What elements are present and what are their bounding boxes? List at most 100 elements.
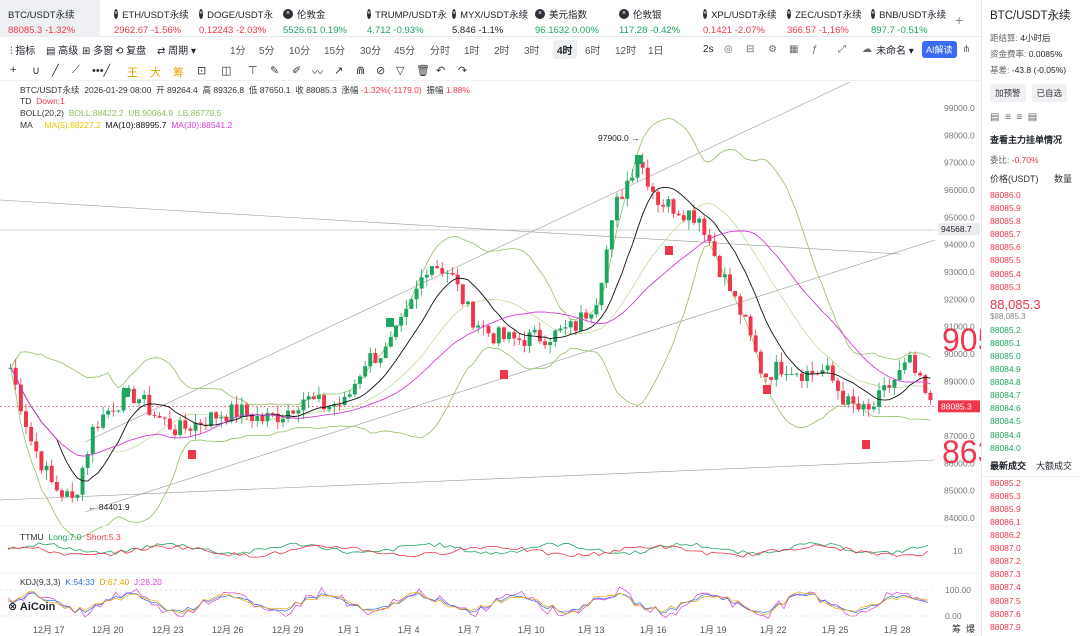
ticker-10[interactable]: × BNB/USDT永续 897.7 -0.51% — [857, 0, 946, 37]
text-tool-icon[interactable]: ⊤ — [248, 65, 258, 77]
trade-row[interactable]: 88086.1 — [990, 516, 1021, 527]
chou-footer[interactable]: 筹 — [952, 624, 962, 634]
trash-icon[interactable]: 🗑 — [416, 65, 430, 77]
ask-row[interactable]: 88085.7 — [990, 229, 1021, 240]
trade-row[interactable]: 88087.5 — [990, 595, 1021, 606]
trade-row[interactable]: 88087.9 — [990, 621, 1021, 632]
ticker-4[interactable]: × TRUMP/USDT永 4.712 -0.93% — [353, 0, 447, 37]
bid-row[interactable]: 88084.4 — [990, 429, 1021, 440]
ticker-8[interactable]: × XPL/USDT永续 0.1421 -2.07% — [689, 0, 777, 37]
settings-icon[interactable]: ⚙ — [768, 43, 777, 55]
wave-icon[interactable]: 〰 — [312, 67, 323, 79]
trade-row[interactable]: 88085.9 — [990, 503, 1021, 514]
dotted-line-icon[interactable]: •••╱ — [92, 65, 111, 77]
ticker-3[interactable]: × 伦敦金 5526.61 0.19% — [269, 0, 353, 37]
bid-row[interactable]: 88084.8 — [990, 377, 1021, 388]
share-icon[interactable]: ⋔ — [962, 43, 971, 55]
bao-footer[interactable]: 爆 — [966, 624, 976, 634]
trade-row[interactable]: 88087.2 — [990, 556, 1021, 567]
camera-icon[interactable]: ◎ — [724, 43, 733, 55]
trade-row[interactable]: 88087.4 — [990, 582, 1021, 593]
ask-row[interactable]: 88085.3 — [990, 281, 1021, 292]
ray-tool-icon[interactable]: ⟋ — [72, 64, 80, 76]
indicator-button[interactable]: ⫶ 指标 — [10, 45, 36, 57]
trade-row[interactable]: 88088.0 — [982, 634, 1080, 636]
filter-icon[interactable]: ▽ — [396, 65, 405, 77]
measure-icon[interactable]: ◫ — [221, 65, 232, 77]
refresh-interval[interactable]: 2s — [703, 43, 714, 55]
ticker-1[interactable]: × ETH/USDT永续 2962.67 -1.56% — [100, 0, 189, 37]
bid-row[interactable]: 88084.7 — [990, 390, 1021, 401]
timeframe-分时[interactable]: 分时 — [430, 46, 450, 57]
timeframe-2时[interactable]: 2时 — [494, 46, 510, 57]
add-ticker-icon[interactable]: + — [955, 12, 964, 28]
ask-row[interactable]: 88085.8 — [990, 216, 1021, 227]
line-tool-icon[interactable]: ╱ — [52, 65, 59, 77]
trade-row[interactable]: 88087.3 — [990, 569, 1021, 580]
redo-icon[interactable]: ↷ — [458, 65, 468, 77]
trade-row[interactable]: 88087.6 — [990, 608, 1021, 619]
tab-latest-trades[interactable]: 最新成交 — [990, 460, 1027, 471]
timeframe-5分[interactable]: 5分 — [259, 46, 275, 57]
ask-row[interactable]: 88086.0 — [990, 190, 1021, 200]
trade-row[interactable]: 88085.2 — [990, 477, 1021, 488]
advanced-button[interactable]: ▤ 高级 — [46, 45, 79, 57]
multi-window-button[interactable]: ⊞ 多窗 — [82, 45, 114, 57]
ask-row[interactable]: 88085.4 — [990, 268, 1021, 279]
layout-name-select[interactable]: 未命名 ▾ — [876, 45, 914, 57]
tab-big-trades[interactable]: 大额成交 — [1036, 460, 1073, 471]
timeframe-6时[interactable]: 6时 — [585, 46, 601, 57]
ticker-9[interactable]: × ZEC/USDT永续 366.57 -1.16% — [773, 0, 862, 37]
ticker-6[interactable]: × 美元指数 96.1632 0.00% — [521, 0, 605, 37]
da-tool[interactable]: 大 — [150, 67, 161, 79]
period-select[interactable]: ⇄ 周期 ▾ — [157, 45, 196, 57]
watchlist-button[interactable]: 已自选 — [1031, 84, 1068, 102]
timeframe-4时[interactable]: 4时 — [553, 40, 577, 59]
orderbook-mode-icons[interactable]: ▤ ≡ ≡ ▤ — [990, 112, 1038, 123]
ticker-2[interactable]: × DOGE/USDT永 0.12243 -2.03% — [185, 0, 273, 37]
crosshair-icon[interactable]: + — [10, 64, 17, 76]
order-book-link[interactable]: 查看主力挂单情况 — [990, 135, 1063, 145]
indicator-icon[interactable]: ƒ — [812, 43, 818, 55]
timeframe-1时[interactable]: 1时 — [464, 46, 480, 57]
pen-icon[interactable]: ✐ — [292, 65, 302, 77]
bid-row[interactable]: 88084.0 — [990, 442, 1021, 453]
fullscreen-icon[interactable]: ⤢ — [838, 43, 846, 55]
bid-row[interactable]: 88084.5 — [990, 416, 1021, 427]
lock-icon[interactable]: ⊘ — [376, 65, 386, 77]
timeframe-15分[interactable]: 15分 — [324, 46, 346, 57]
timeframe-1分[interactable]: 1分 — [230, 46, 246, 57]
replay-button[interactable]: ⟲ 复盘 — [115, 45, 147, 57]
bid-row[interactable]: 88085.2 — [990, 324, 1021, 335]
ticker-5[interactable]: × MYX/USDT永续 5.846 -1.1% — [438, 0, 528, 37]
ticker-7[interactable]: × 伦敦银 117.28 -0.42% — [605, 0, 689, 37]
timeframe-12时[interactable]: 12时 — [615, 46, 637, 57]
bid-row[interactable]: 88084.9 — [990, 364, 1021, 375]
grid-icon[interactable]: ⊟ — [746, 43, 755, 55]
candlestick-chart[interactable]: 99000.0 98000.0 97000.0 96000.0 95000.0 94000… — [0, 82, 980, 620]
layout-icon[interactable]: ▦ — [789, 43, 799, 55]
ask-row[interactable]: 88085.9 — [990, 203, 1021, 214]
timeframe-10分[interactable]: 10分 — [289, 46, 311, 57]
trade-row[interactable]: 88085.3 — [990, 490, 1021, 501]
ai-analysis-button[interactable]: AI解读 — [922, 41, 957, 58]
ticker-0[interactable]: BTC/USDT永续 88085.3 -1.32% — [0, 0, 100, 37]
bid-row[interactable]: 88084.6 — [990, 403, 1021, 414]
chou-tool[interactable]: 筹 — [173, 67, 184, 79]
brush-icon[interactable]: ✎ — [270, 65, 280, 77]
trade-row[interactable]: 88086.2 — [990, 530, 1021, 541]
ruler-icon[interactable]: ⊡ — [197, 65, 207, 77]
undo-icon[interactable]: ↶ — [436, 65, 446, 77]
curve-tool-icon[interactable]: ∪ — [32, 65, 41, 77]
timeframe-3时[interactable]: 3时 — [524, 46, 540, 57]
ask-row[interactable]: 88085.5 — [990, 255, 1021, 266]
bid-row[interactable]: 88085.0 — [990, 350, 1021, 361]
ask-row[interactable]: 88085.6 — [990, 242, 1021, 253]
timeframe-45分[interactable]: 45分 — [394, 46, 416, 57]
trade-row[interactable]: 88087.0 — [990, 543, 1021, 554]
magnet-icon[interactable]: ⋒ — [356, 65, 366, 77]
arrow-icon[interactable]: ↗ — [334, 65, 344, 77]
timeframe-1日[interactable]: 1日 — [648, 46, 664, 57]
wang-tool[interactable]: 王 — [127, 67, 138, 79]
bid-row[interactable]: 88085.1 — [990, 337, 1021, 348]
